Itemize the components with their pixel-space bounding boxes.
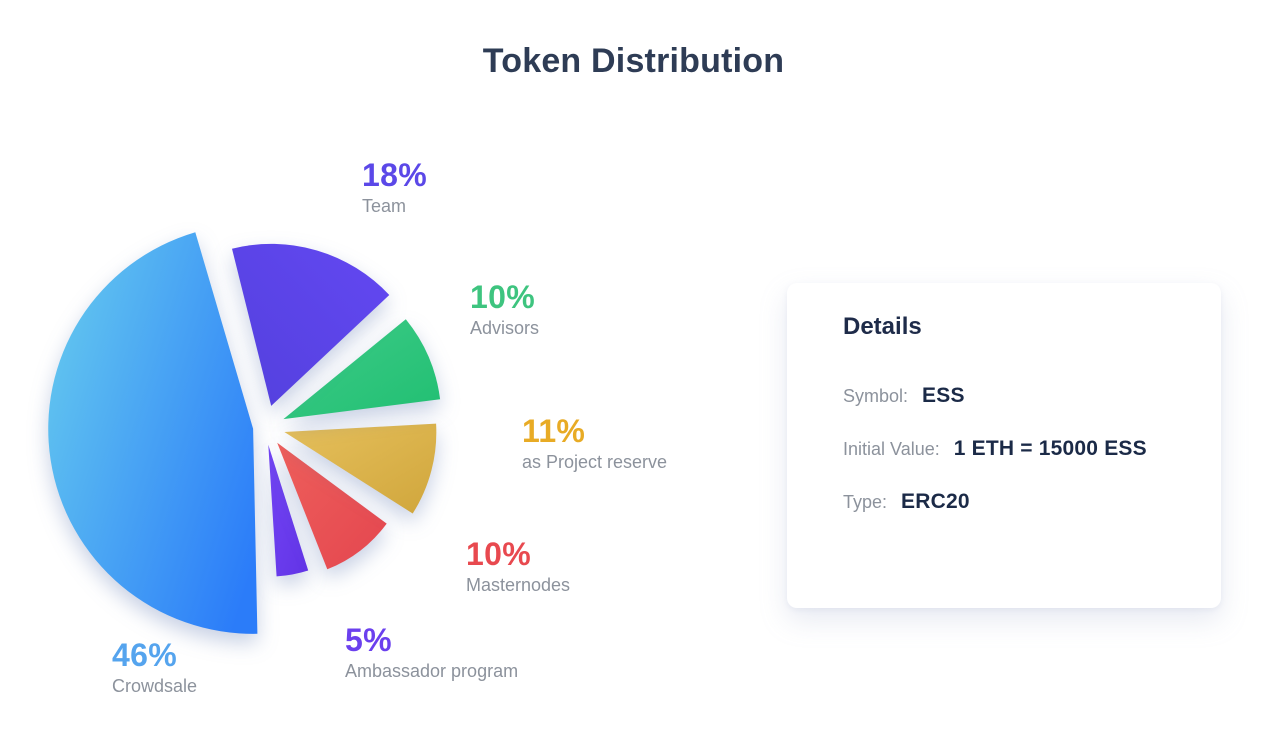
pie-slice-crowdsale (48, 232, 258, 634)
callout-advisors-label: Advisors (470, 318, 540, 338)
pie-slice-masternodes (277, 442, 387, 570)
callout-advisors-percent: 10% (470, 279, 535, 315)
detail-label-symbol: Symbol: (843, 386, 909, 406)
detail-row-type: Type: ERC20 (843, 489, 1165, 515)
detail-value-symbol: ESS (922, 384, 965, 407)
callout-advisors: 10% Advisors (470, 279, 539, 339)
callout-crowdsale-label: Crowdsale (112, 676, 198, 696)
callout-ambassador-program: 5% Ambassador program (345, 622, 518, 682)
details-card: Details Symbol: ESS Initial Value: 1 ETH… (787, 283, 1221, 608)
callout-team-percent: 18% (362, 157, 427, 193)
callout-team: 18% Team (362, 157, 427, 217)
detail-label-type: Type: (843, 492, 888, 512)
detail-row-initial-value: Initial Value: 1 ETH = 15000 ESS (843, 436, 1165, 462)
callout-ambassador-program-percent: 5% (345, 622, 392, 658)
callout-masternodes: 10% Masternodes (466, 536, 570, 596)
detail-value-type: ERC20 (901, 490, 970, 513)
callout-masternodes-label: Masternodes (466, 575, 571, 595)
details-heading: Details (843, 313, 922, 340)
callout-crowdsale: 46% Crowdsale (112, 637, 197, 697)
callout-project-reserve-label: as Project reserve (522, 452, 668, 472)
pie-slice-as-project-reserve (284, 423, 437, 514)
detail-value-initial-value: 1 ETH = 15000 ESS (953, 437, 1147, 460)
pie-slice-advisors (283, 319, 441, 420)
callout-masternodes-percent: 10% (466, 536, 531, 572)
detail-label-initial-value: Initial Value: (843, 439, 940, 459)
callout-ambassador-program-label: Ambassador program (345, 661, 519, 681)
pie-slice-ambassador-program (268, 444, 309, 577)
page-title: Token Distribution (482, 42, 785, 80)
detail-row-symbol: Symbol: ESS (843, 383, 1165, 409)
callout-project-reserve: 11% as Project reserve (522, 413, 667, 473)
callout-team-label: Team (362, 196, 407, 216)
callout-crowdsale-percent: 46% (112, 637, 177, 673)
callout-project-reserve-percent: 11% (522, 413, 586, 449)
pie-chart (48, 232, 441, 634)
pie-slice-team (232, 243, 390, 406)
